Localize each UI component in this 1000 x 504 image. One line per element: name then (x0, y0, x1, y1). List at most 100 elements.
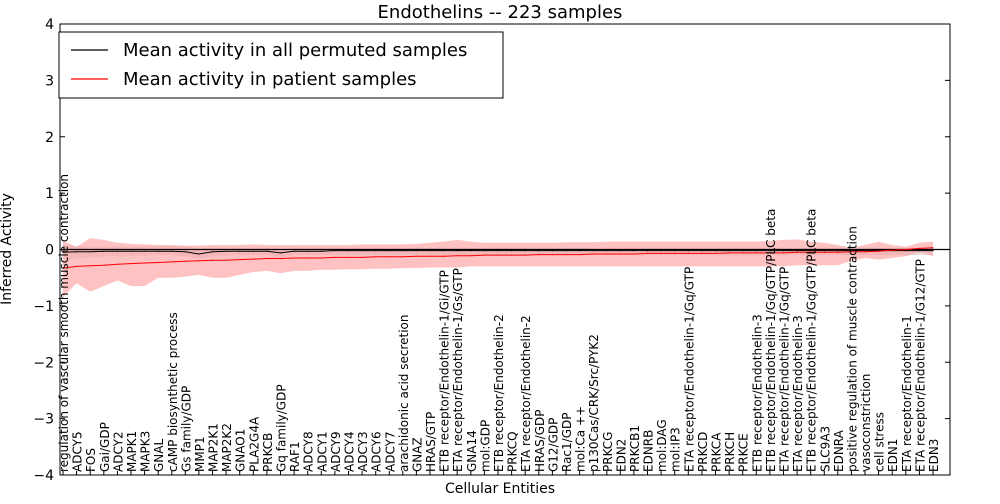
y-tick-label: 4 (45, 17, 54, 33)
permuted-line-point (211, 251, 214, 253)
x-tick-label: ETA receptor/Endothelin-1/Gq/GTP (778, 267, 792, 472)
x-tick-label: ETB receptor/Endothelin-2 (492, 314, 506, 472)
permuted-line-point (116, 250, 118, 252)
x-tick-label: EDNRA (832, 429, 846, 472)
x-tick-label: cell stress (873, 412, 887, 472)
patient-line-point (905, 248, 907, 251)
permuted-line-point (388, 250, 390, 252)
x-tick-label: EDNRB (642, 430, 656, 472)
x-tick-label: ETA receptor/Endothelin-3 (791, 315, 805, 472)
patient-line-point (823, 251, 825, 253)
permuted-line-point (320, 250, 322, 252)
permuted-line-point (782, 250, 785, 252)
permuted-line-point (470, 250, 472, 252)
patient-line-point (211, 259, 214, 261)
permuted-line-point (742, 250, 744, 252)
patient-line-point (551, 254, 554, 256)
legend-label-patient: Mean activity in patient samples (123, 69, 417, 90)
permuted-line-point (728, 250, 730, 252)
y-tick-label: −4 (33, 468, 54, 484)
patient-line-point (347, 256, 350, 258)
permuted-line-point (565, 250, 567, 252)
x-tick-label: ADCY7 (383, 431, 397, 472)
x-tick-label: ADCY5 (71, 431, 85, 472)
patient-line-point (878, 250, 880, 252)
permuted-line-point (415, 250, 417, 252)
permuted-line-point (347, 250, 350, 252)
x-tick-label: ADCY4 (343, 431, 357, 472)
permuted-line-point (660, 250, 662, 252)
x-tick-label: ETB receptor/Endothelin-1/Gq/GTP/PLC bet… (764, 209, 778, 472)
x-tick-label: G12/GDP (546, 418, 560, 472)
x-tick-label: ETB receptor/Endothelin-1/Gq/GTP/PLC bet… (805, 209, 819, 472)
permuted-line-point (483, 250, 485, 252)
patient-line-point (619, 253, 621, 255)
patient-line-point (687, 252, 689, 254)
patient-line-point (755, 252, 757, 254)
patient-line-point (864, 251, 866, 253)
patient-line-point (891, 249, 893, 251)
permuted-line-point (443, 250, 445, 252)
permuted-line-point (89, 251, 91, 253)
y-tick-label: 3 (45, 73, 54, 89)
patient-line-point (728, 252, 730, 254)
patient-line-point (810, 251, 812, 253)
patient-line-point (334, 256, 336, 258)
permuted-line-point (524, 250, 526, 252)
x-tick-label: ETA receptor/Endothelin-1 (900, 315, 914, 472)
x-tick-label: Rac1/GDP (560, 413, 574, 472)
patient-line-point (239, 259, 241, 261)
plot-frame (59, 23, 951, 476)
patient-line-point (674, 252, 676, 254)
patient-line-point (62, 267, 64, 269)
permuted-line-point (796, 250, 798, 252)
x-tick-label: Gai/GDP (98, 422, 112, 472)
x-tick-label: MAP2K2 (220, 423, 234, 472)
patient-line-point (266, 257, 268, 260)
permuted-line-point (266, 250, 268, 252)
permuted-line-point (823, 250, 825, 252)
patient-line-point (456, 255, 458, 257)
permuted-line-point (850, 250, 853, 252)
patient-line-point (157, 261, 159, 264)
patient-line-point (279, 257, 282, 260)
patient-line-point (579, 254, 581, 256)
permuted-line-point (619, 250, 621, 252)
x-tick-label: ETA receptor/Endothelin-1/Gs/GTP (451, 268, 465, 472)
patient-line-point (782, 252, 785, 254)
patient-line-point (524, 254, 526, 256)
patient-line-point (918, 247, 921, 249)
x-tick-label: RAF1 (288, 441, 302, 472)
chart-title: Endothelins -- 223 samples (378, 2, 623, 23)
permuted-line-point (674, 250, 676, 252)
permuted-line-point (538, 250, 540, 252)
patient-line-point (307, 257, 309, 259)
permuted-line-point (606, 250, 608, 252)
patient-line-point (837, 251, 839, 253)
permuted-line-point (864, 250, 866, 252)
x-tick-label: p130Cas/CRK/Src/PYK2 (587, 334, 601, 472)
patient-line-point (89, 265, 91, 267)
x-tick-label: PRKCQ (506, 431, 520, 472)
permuted-line-point (103, 250, 105, 252)
patient-line-point (606, 253, 608, 255)
permuted-line-point (769, 250, 771, 252)
permuted-line-point (905, 250, 907, 252)
x-tick-label: vasoconstriction (859, 374, 873, 472)
permuted-line-point (497, 250, 499, 252)
x-tick-label: mol:DAG (655, 419, 669, 472)
x-tick-label: FOS (84, 448, 98, 472)
patient-line-point (184, 260, 186, 262)
y-axis-label: Inferred Activity (0, 193, 15, 305)
patient-line-point (144, 262, 146, 264)
y-tick-label: −3 (33, 412, 54, 428)
permuted-line-point (592, 250, 594, 252)
patient-line-point (850, 251, 853, 253)
patient-line-point (769, 252, 771, 254)
y-tick-label: −2 (33, 355, 54, 371)
patient-line-point (76, 265, 78, 267)
permuted-line-point (551, 250, 554, 252)
x-tick-label: EDN1 (886, 439, 900, 472)
permuted-line-point (810, 250, 812, 252)
